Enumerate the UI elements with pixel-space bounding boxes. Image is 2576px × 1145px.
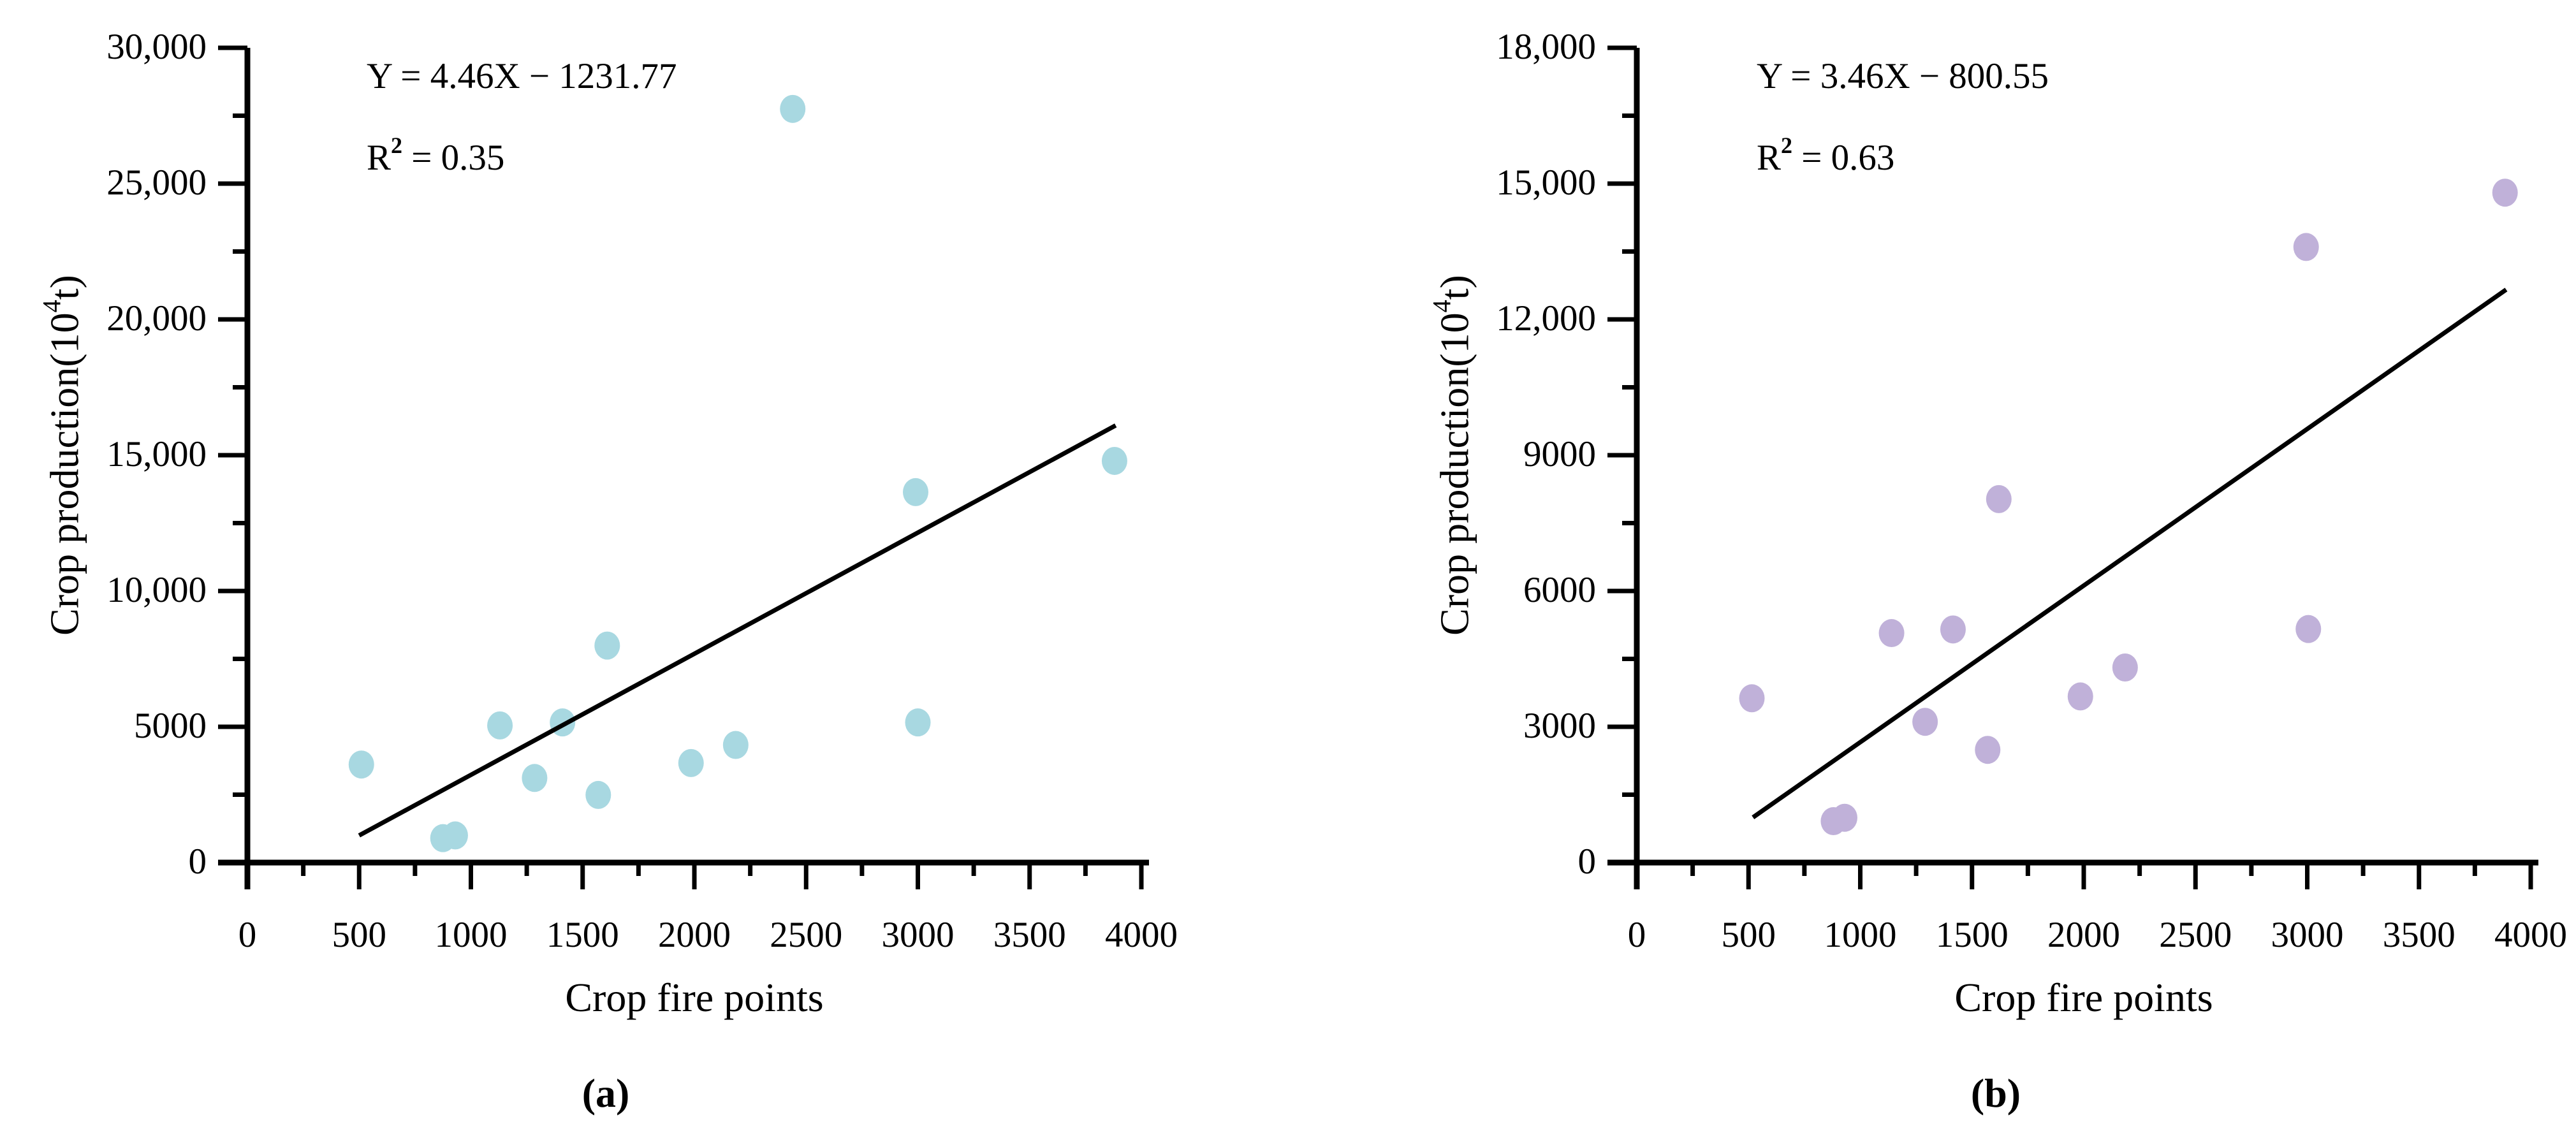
chart-a-graphics: [218, 45, 1149, 889]
chart-a-caption: (a): [582, 1070, 630, 1116]
chart-a-x-tick-label: 4000: [1105, 915, 1178, 955]
chart-b-data-point: [1739, 684, 1765, 713]
chart-b-graphics: [1607, 45, 2538, 889]
chart-a-x-tick-label: 3000: [881, 915, 955, 955]
chart-a-y-tick-label: 5000: [134, 706, 207, 746]
chart-a-data-point: [487, 711, 513, 740]
chart-b-r2-value: = 0.63: [1792, 138, 1895, 178]
chart-b-r2: R2 = 0.63: [1757, 125, 1894, 179]
chart-b-y-tick-label: 9000: [1523, 434, 1596, 474]
chart-a-y-tick-label: 10,000: [106, 570, 207, 610]
chart-b-data-point: [2295, 615, 2322, 643]
chart-b-data-point: [1975, 736, 2001, 764]
chart-a-data-point: [905, 708, 931, 737]
chart-a-y-tick-label: 0: [188, 842, 207, 882]
chart-b-y-tick-label: 15,000: [1496, 163, 1596, 203]
chart-a-r2-base: R: [367, 138, 392, 178]
chart-a-x-axis-label: Crop fire points: [565, 975, 824, 1020]
chart-b-data-point: [2112, 653, 2138, 682]
chart-b-r2-superscript: 2: [1781, 133, 1793, 158]
chart-b-y-tick-label: 3000: [1523, 706, 1596, 746]
chart-b-y-axis-label: Crop production(104t): [1427, 275, 1479, 636]
chart-a-x-tick-label: 3500: [993, 915, 1066, 955]
chart-b-data-point: [1986, 485, 2012, 513]
chart-b-data-point: [2293, 233, 2319, 261]
chart-b-x-tick-label: 2000: [2047, 915, 2120, 955]
chart-a-data-point: [722, 731, 749, 759]
chart-a-data-point: [902, 478, 928, 506]
chart-b-trend-line: [1752, 288, 2508, 819]
chart-a-r2-value: = 0.35: [402, 138, 505, 178]
chart-b-data-point: [1940, 615, 1966, 644]
chart-a-ylabel-superscript: 4: [37, 300, 66, 313]
chart-a-data-point: [1101, 446, 1127, 475]
chart-a-data-point: [585, 780, 611, 809]
chart-a-x-tick-label: 2000: [658, 915, 731, 955]
chart-a-y-tick-label: 20,000: [106, 298, 207, 339]
chart-b-caption: (b): [1970, 1070, 2021, 1116]
chart-b-x-tick-label: 4000: [2494, 915, 2567, 955]
chart-a-x-tick-label: 0: [238, 915, 257, 955]
chart-b-data-point: [1878, 619, 1905, 648]
chart-b-y-tick-label: 12,000: [1496, 298, 1596, 339]
chart-b-x-axis-label: Crop fire points: [1954, 975, 2213, 1020]
chart-b-data-point: [1912, 708, 1938, 736]
chart-b-x-tick-label: 2500: [2159, 915, 2232, 955]
chart-b-ylabel-base: Crop production(10: [1431, 312, 1477, 636]
chart-a-x-tick-label: 500: [332, 915, 387, 955]
chart-a-x-tick-label: 1000: [434, 915, 508, 955]
chart-a-data-point: [780, 94, 806, 123]
chart-a-r2-superscript: 2: [391, 133, 403, 158]
chart-b-x-tick-label: 1000: [1824, 915, 1897, 955]
chart-a-ylabel-base: Crop production(10: [41, 312, 87, 636]
chart-b-y-tick-label: 18,000: [1496, 27, 1596, 67]
chart-a-y-axis-label: Crop production(104t): [37, 275, 89, 636]
chart-a-data-point: [678, 748, 704, 777]
chart-a-data-point: [594, 631, 620, 660]
chart-b-equation: Y = 3.46X − 800.55: [1757, 56, 2049, 96]
chart-a-x-tick-label: 2500: [770, 915, 843, 955]
chart-b-y-tick-label: 6000: [1523, 570, 1596, 610]
chart-a-data-point: [348, 750, 374, 779]
chart-a-equation: Y = 4.46X − 1231.77: [367, 56, 677, 96]
chart-b-x-tick-label: 3500: [2382, 915, 2455, 955]
chart-a-r2: R2 = 0.35: [367, 125, 504, 179]
chart-b-x-tick-label: 3000: [2271, 915, 2344, 955]
chart-b-x-tick-label: 0: [1627, 915, 1646, 955]
chart-a-data-point: [522, 764, 548, 792]
chart-b-x-tick-label: 1500: [1935, 915, 2009, 955]
chart-b-x-tick-label: 500: [1721, 915, 1776, 955]
chart-a-data-point: [442, 821, 468, 850]
chart-a-ylabel-unit: t): [41, 275, 87, 300]
chart-a-y-tick-label: 15,000: [106, 434, 207, 474]
chart-a-trend-line: [358, 423, 1117, 838]
chart-b-ylabel-unit: t): [1431, 275, 1477, 300]
chart-b-y-tick-label: 0: [1577, 842, 1597, 882]
chart-b-ylabel-superscript: 4: [1427, 300, 1456, 313]
chart-b-data-point: [2067, 682, 2093, 711]
chart-b-r2-base: R: [1757, 138, 1782, 178]
chart-a-x-tick-label: 1500: [546, 915, 619, 955]
chart-a-y-tick-label: 30,000: [106, 27, 207, 67]
chart-b-data-point: [2492, 179, 2518, 207]
chart-a-y-tick-label: 25,000: [106, 163, 207, 203]
chart-b-data-point: [1831, 803, 1857, 832]
